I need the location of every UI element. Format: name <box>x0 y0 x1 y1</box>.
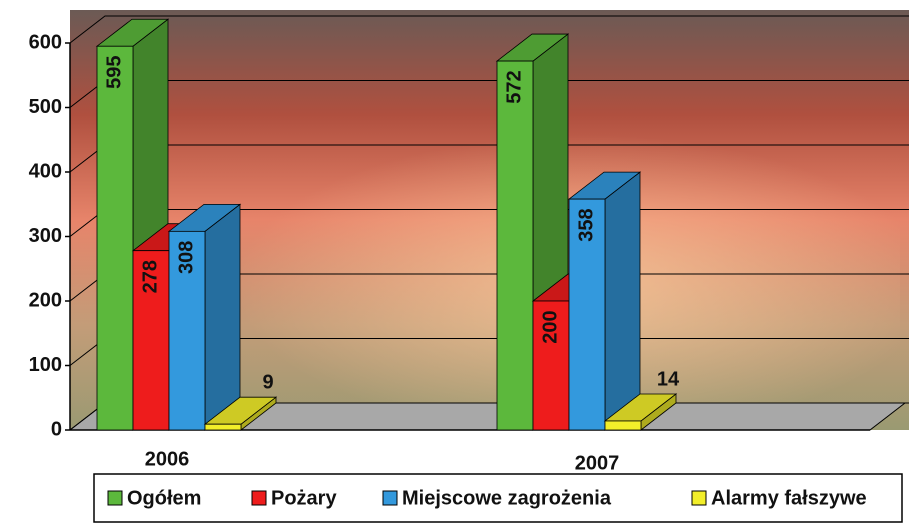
data-label: 572 <box>503 70 525 103</box>
legend-label: Pożary <box>271 487 337 509</box>
y-tick-label: 300 <box>29 225 62 247</box>
legend-label: Alarmy fałszywe <box>711 487 867 509</box>
legend-swatch <box>251 490 267 506</box>
y-tick-label: 200 <box>29 289 62 311</box>
legend-box <box>93 473 903 523</box>
bar <box>496 60 534 431</box>
x-tick-label: 2007 <box>575 452 620 474</box>
bar <box>132 250 170 431</box>
bar-side <box>204 203 241 431</box>
legend-label: Ogółem <box>127 487 201 509</box>
data-label: 200 <box>539 310 561 343</box>
bar-side <box>604 171 641 431</box>
bar <box>568 198 606 431</box>
bar <box>532 300 570 431</box>
data-label: 278 <box>139 260 161 293</box>
bar <box>168 230 206 431</box>
y-tick-label: 500 <box>29 96 62 118</box>
y-tick-label: 600 <box>29 31 62 53</box>
legend-swatch <box>691 490 707 506</box>
legend-swatch <box>107 490 123 506</box>
legend-label: Miejscowe zagrożenia <box>402 487 612 509</box>
y-tick-label: 400 <box>29 160 62 182</box>
x-tick-label: 2006 <box>145 448 190 470</box>
y-tick-label: 100 <box>29 354 62 376</box>
grid-line <box>69 15 909 44</box>
data-label: 14 <box>657 368 680 390</box>
legend-swatch <box>382 490 398 506</box>
bar <box>96 45 134 431</box>
data-label: 9 <box>262 371 273 393</box>
bar <box>204 423 242 431</box>
data-label: 308 <box>175 241 197 274</box>
data-label: 358 <box>575 208 597 241</box>
y-tick-label: 0 <box>51 418 62 440</box>
data-label: 595 <box>103 56 125 89</box>
bar <box>604 420 642 431</box>
